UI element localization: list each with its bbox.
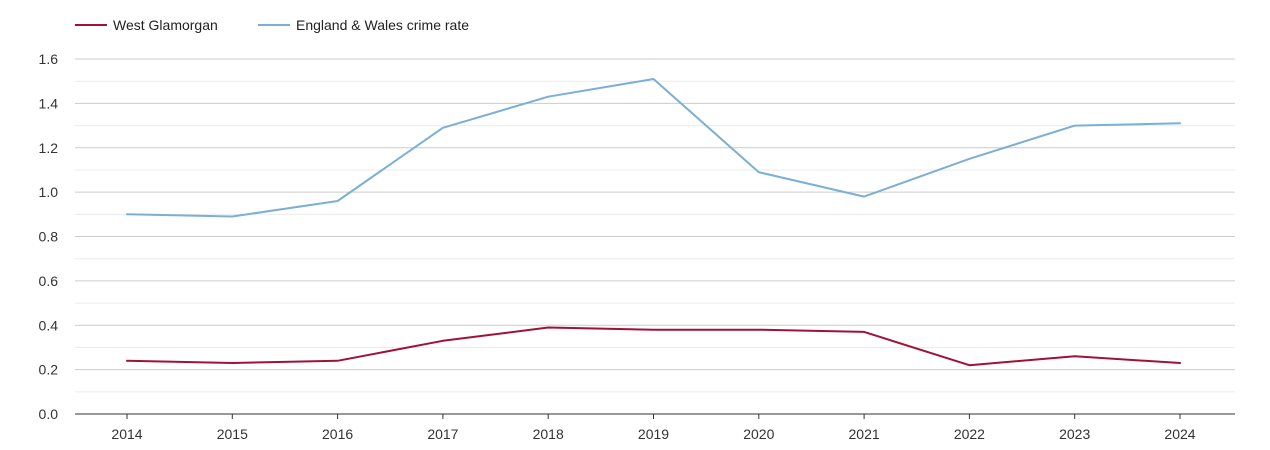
- x-tick-label: 2015: [217, 426, 248, 442]
- legend: West Glamorgan England & Wales crime rat…: [75, 17, 469, 33]
- x-tick-label: 2016: [322, 426, 353, 442]
- y-tick-label: 0.2: [39, 362, 59, 378]
- x-tick-label: 2024: [1164, 426, 1195, 442]
- y-tick-label: 1.0: [39, 184, 59, 200]
- y-tick-label: 0.0: [39, 406, 59, 422]
- series-line-west-glamorgan: [126, 326, 1181, 367]
- y-tick-label: 0.4: [39, 317, 59, 333]
- x-tick-label: 2019: [638, 426, 669, 442]
- x-tick-label: 2020: [743, 426, 774, 442]
- y-tick-label: 0.6: [39, 273, 59, 289]
- x-tick-label: 2017: [427, 426, 458, 442]
- y-axis-ticks: 0.0 0.2 0.4 0.6 0.8 1.0 1.2 1.4 1.6: [39, 51, 59, 422]
- y-tick-label: 1.4: [39, 95, 59, 111]
- y-tick-label: 1.6: [39, 51, 59, 67]
- legend-label-england-wales: England & Wales crime rate: [296, 17, 469, 33]
- series-line-england-wales: [126, 78, 1181, 218]
- y-tick-label: 0.8: [39, 229, 59, 245]
- gridlines: [75, 58, 1235, 393]
- x-axis-ticks: 2014 2015 2016 2017 2018 2019 2020 2021 2022 2023…: [111, 414, 1196, 442]
- legend-label-west-glamorgan: West Glamorgan: [113, 17, 218, 33]
- x-tick-label: 2014: [111, 426, 142, 442]
- series-lines: [126, 78, 1181, 367]
- x-tick-label: 2022: [954, 426, 985, 442]
- x-tick-label: 2018: [533, 426, 564, 442]
- x-tick-label: 2021: [849, 426, 880, 442]
- y-tick-label: 1.2: [39, 140, 59, 156]
- x-tick-label: 2023: [1059, 426, 1090, 442]
